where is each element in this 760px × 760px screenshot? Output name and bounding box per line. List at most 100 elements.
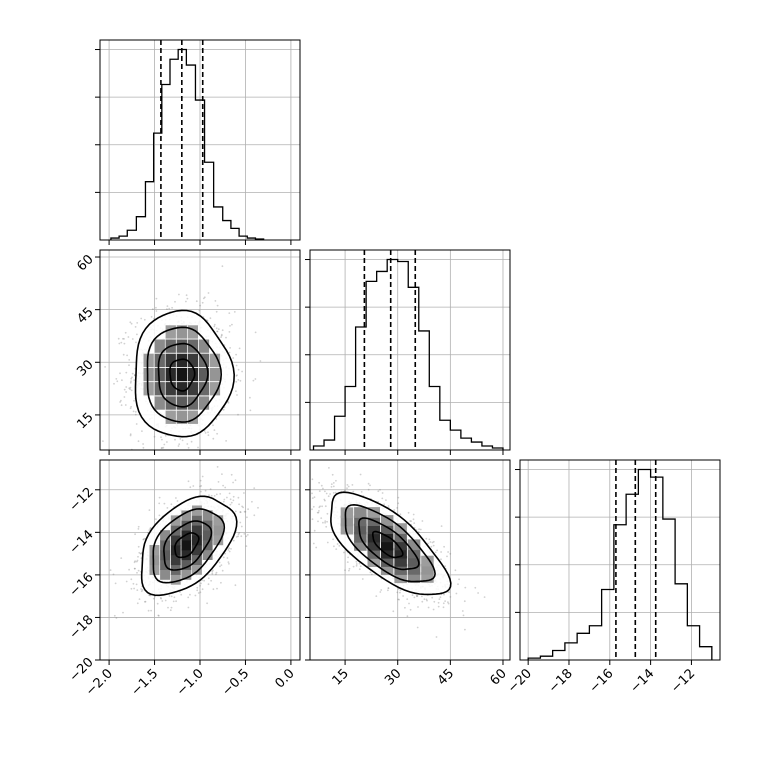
scatter-point	[155, 518, 157, 521]
scatter-point	[215, 418, 218, 420]
scatter-point	[322, 487, 324, 490]
scatter-point	[144, 600, 147, 603]
scatter-point	[295, 485, 297, 487]
scatter-point	[129, 386, 132, 389]
density-cell	[187, 325, 198, 339]
scatter-point	[134, 326, 137, 328]
density-cell	[176, 325, 187, 339]
scatter-point	[246, 534, 249, 536]
scatter-point	[320, 484, 323, 487]
scatter-point	[232, 539, 235, 542]
scatter-point	[240, 525, 243, 528]
scatter-point	[130, 389, 133, 392]
scatter-point	[124, 404, 127, 406]
density-cell	[149, 564, 160, 575]
scatter-point	[474, 586, 477, 589]
scatter-point	[213, 495, 216, 497]
scatter-point	[336, 543, 339, 545]
histogram-panel-p0	[95, 39, 301, 241]
scatter-point	[113, 614, 116, 617]
scatter-point	[144, 600, 146, 603]
scatter-point	[361, 578, 364, 580]
density-cell	[198, 382, 210, 396]
density-cell	[394, 523, 407, 534]
density-cell	[192, 535, 202, 546]
scatter-point	[137, 440, 140, 443]
scatter-point	[335, 548, 338, 550]
scatter-point	[332, 538, 334, 541]
scatter-point	[311, 518, 314, 521]
scatter-point	[344, 569, 346, 572]
scatter-point	[202, 297, 205, 300]
scatter-point	[150, 609, 153, 612]
density-cell	[192, 505, 202, 516]
density-cell	[143, 353, 154, 367]
density-cell	[407, 555, 421, 567]
scatter-point	[423, 598, 426, 601]
scatter-point	[142, 538, 145, 540]
scatter-point	[164, 451, 166, 453]
density-cell	[165, 382, 176, 396]
scatter-point	[129, 388, 132, 391]
scatter-point	[163, 502, 166, 505]
scatter-point	[346, 487, 348, 490]
scatter-point	[211, 570, 214, 573]
density-cell	[154, 339, 165, 353]
scatter-point	[185, 294, 188, 297]
scatter-point	[230, 473, 233, 476]
scatter-point	[210, 579, 213, 582]
scatter-point	[195, 300, 198, 303]
contour-level-3	[140, 495, 238, 597]
scatter-point	[168, 595, 171, 597]
scatter-point	[151, 308, 154, 311]
scatter-point	[155, 310, 158, 312]
scatter-point	[213, 429, 216, 431]
scatter-point	[236, 374, 238, 376]
scatter-point	[204, 457, 206, 459]
scatter-point	[397, 496, 400, 499]
scatter-point	[123, 342, 126, 345]
scatter-point	[235, 380, 238, 383]
scatter-point	[247, 508, 250, 511]
scatter-point	[439, 596, 442, 599]
scatter-point	[421, 520, 424, 522]
scatter-point	[220, 564, 223, 566]
density-cell	[421, 563, 434, 575]
contour-level-2	[152, 508, 226, 584]
scatter-point	[149, 594, 151, 597]
scatter-point	[307, 480, 309, 482]
scatter-point	[181, 439, 184, 442]
scatter-point	[237, 368, 240, 371]
scatter-point	[343, 489, 346, 492]
scatter-point	[216, 466, 219, 468]
scatter-point	[200, 582, 202, 585]
scatter-point	[431, 596, 434, 599]
scatter-point	[428, 538, 431, 541]
density-cell	[170, 515, 181, 526]
scatter-point	[180, 593, 183, 596]
density-cell	[176, 367, 187, 382]
scatter-point	[432, 608, 435, 611]
scatter-point	[230, 548, 232, 550]
scatter-point	[199, 584, 202, 587]
scatter-point	[115, 378, 118, 380]
scatter-point	[137, 545, 140, 548]
density-cell	[181, 520, 192, 531]
scatter-point	[224, 486, 227, 489]
scatter-point	[346, 484, 349, 486]
scatter-point	[141, 589, 144, 591]
density-cell	[160, 569, 170, 580]
density-cell	[176, 339, 187, 353]
scatter-point	[164, 599, 167, 602]
scatter-point	[137, 569, 140, 572]
scatter-point	[237, 533, 240, 536]
density-cell	[380, 556, 394, 567]
scatter-point	[399, 589, 402, 592]
density-cell	[176, 410, 187, 424]
scatter-point	[216, 432, 219, 435]
scatter-point	[446, 555, 448, 558]
scatter-point	[443, 545, 445, 548]
density-cell	[187, 410, 198, 424]
scatter-point	[297, 460, 299, 462]
scatter-point	[138, 598, 141, 600]
